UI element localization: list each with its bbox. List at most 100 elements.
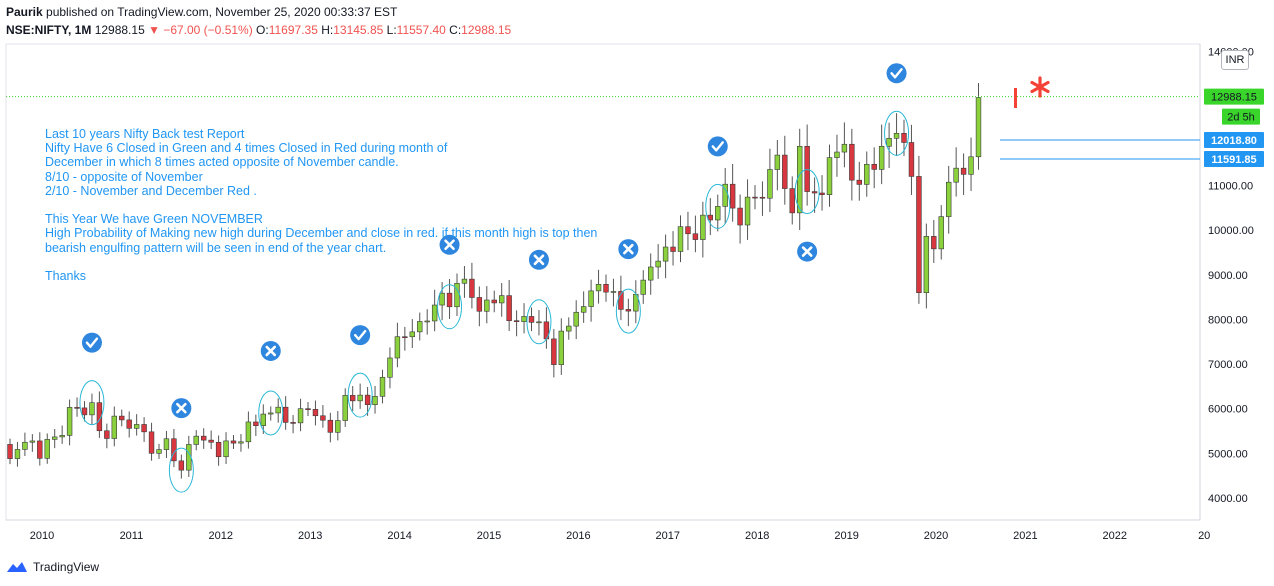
low-value: 11557.40 (396, 23, 446, 37)
candle (439, 292, 445, 306)
cross-icon (797, 241, 818, 262)
candle (372, 396, 378, 405)
candle (424, 320, 430, 323)
currency-button[interactable]: INR (1221, 50, 1249, 70)
candle (260, 413, 266, 426)
candle (268, 412, 274, 415)
december-highlight-circle (615, 288, 641, 334)
candle (580, 306, 587, 313)
candle (744, 196, 751, 226)
candle (886, 137, 892, 147)
december-highlight-circle (437, 284, 463, 330)
candle (707, 214, 714, 221)
check-icon (350, 325, 371, 346)
annotation-line (45, 198, 597, 212)
candle (417, 321, 423, 333)
x-tick-label: 2012 (209, 530, 233, 542)
december-highlight-circle (258, 390, 284, 436)
candle (513, 320, 520, 322)
annotation-line: Nifty Have 6 Closed in Green and 4 times… (45, 141, 448, 156)
candle (387, 357, 393, 378)
candle (81, 407, 88, 416)
annotation-line: This Year We have Green NOVEMBER (45, 212, 263, 227)
price-change: ▼ −67.00 (−0.51%) (148, 23, 253, 37)
candle (238, 441, 244, 444)
candle (14, 449, 21, 459)
candle (536, 321, 542, 324)
last-price: 12988.15 (94, 23, 145, 37)
candle (938, 216, 944, 250)
price-label: 12988.15 (1211, 92, 1257, 104)
december-highlight-circle (526, 299, 552, 345)
y-tick-label: 4000.00 (1208, 493, 1248, 505)
candle (89, 402, 95, 416)
price-label-bg (1204, 151, 1264, 168)
price-label-bg (1222, 108, 1260, 125)
december-highlight-circle (794, 169, 820, 215)
backtest-annotation[interactable]: Last 10 years Nifty Back test Report Nift… (45, 127, 597, 283)
candle (595, 284, 602, 292)
candle (133, 424, 140, 429)
candle (74, 407, 80, 409)
high-label: H: (321, 23, 334, 37)
candle (975, 97, 982, 158)
x-tick-label: 2020 (924, 530, 948, 542)
high-value: 13145.85 (333, 23, 384, 37)
cross-icon (171, 398, 192, 419)
candle (923, 236, 930, 293)
low-label: L: (386, 23, 397, 37)
candle (22, 441, 28, 450)
close-label: C: (449, 23, 462, 37)
result-markers-layer (81, 63, 907, 419)
candle (7, 444, 13, 459)
candle (573, 311, 579, 327)
candle (960, 167, 967, 175)
footer-brand[interactable]: TradingView (6, 560, 99, 574)
candle (737, 207, 743, 226)
candle (908, 142, 915, 177)
price-label: 2d 5h (1227, 112, 1255, 124)
candle (245, 421, 252, 443)
candle (826, 157, 833, 195)
y-tick-label: 5000.00 (1208, 448, 1248, 460)
candle (394, 336, 401, 359)
candles-layer (7, 83, 982, 479)
x-tick-label: 2022 (1103, 530, 1127, 542)
open-label: O: (256, 23, 269, 37)
x-axis: 2010 2011 2012 2013 2014 2015 2016 2017 2018 2019… (30, 530, 1211, 542)
candle (201, 435, 207, 441)
candle (647, 266, 654, 281)
candle (551, 338, 557, 365)
candle (215, 441, 222, 458)
candle (811, 191, 818, 194)
candle (402, 336, 408, 339)
candle (305, 408, 311, 411)
candle (558, 330, 565, 365)
candle (29, 440, 36, 443)
cross-icon (618, 239, 639, 260)
candle (379, 376, 386, 397)
y-tick-label: 6000.00 (1208, 404, 1248, 416)
candle (625, 309, 632, 312)
candle (66, 407, 73, 436)
candle (841, 143, 848, 153)
candle (297, 408, 304, 424)
candle (431, 304, 438, 322)
candle (498, 295, 505, 304)
candle (208, 439, 214, 443)
symbol-label[interactable]: NSE:NIFTY, 1M (6, 23, 92, 37)
candle (282, 406, 289, 423)
candle (729, 183, 736, 209)
candle (528, 316, 535, 323)
candle (566, 325, 572, 332)
x-tick-label: 2015 (477, 530, 501, 542)
candle (856, 179, 863, 185)
candle (290, 422, 296, 424)
candle (931, 236, 937, 250)
candle (193, 435, 199, 445)
publish-info: Paurik published on TradingView.com, Nov… (6, 5, 397, 19)
author-name[interactable]: Paurik (6, 5, 43, 19)
check-icon (81, 332, 102, 353)
price-label-bg (1204, 88, 1264, 105)
